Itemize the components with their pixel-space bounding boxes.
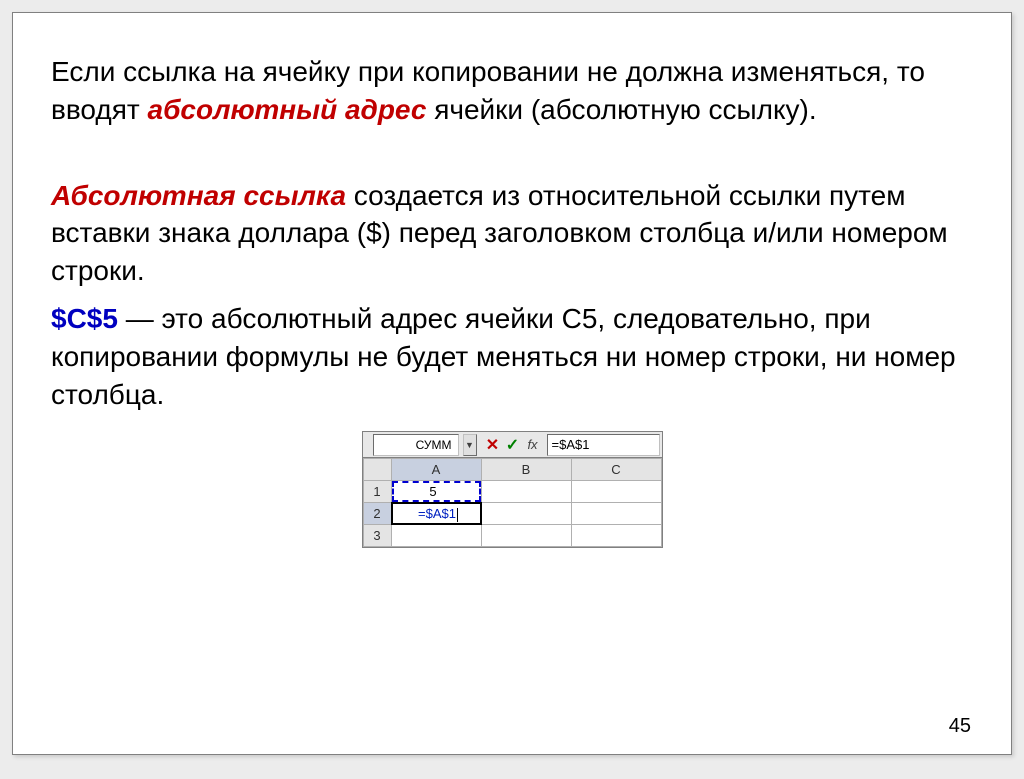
cell-c1[interactable] <box>571 481 661 503</box>
col-header-b[interactable]: B <box>481 459 571 481</box>
cell-c2[interactable] <box>571 503 661 525</box>
fx-icon[interactable]: fx <box>523 437 543 452</box>
page-number: 45 <box>949 715 971 738</box>
p2-term: Абсолютная ссылка <box>51 180 346 211</box>
cell-b2[interactable] <box>481 503 571 525</box>
row-header-3[interactable]: 3 <box>363 525 391 547</box>
spreadsheet-grid: A B C 1 5 2 =$A$1 <box>363 458 662 547</box>
formula-input[interactable]: =$A$1 <box>547 434 660 456</box>
p1-term: абсолютный адрес <box>148 94 427 125</box>
text-cursor <box>457 508 458 522</box>
name-box[interactable]: СУММ <box>373 434 459 456</box>
cell-b1[interactable] <box>481 481 571 503</box>
namebox-dropdown-icon[interactable]: ▼ <box>463 434 477 456</box>
col-header-a[interactable]: A <box>391 459 481 481</box>
formula-bar: СУММ ▼ ✕ ✓ fx =$A$1 <box>363 432 662 458</box>
cell-b3[interactable] <box>481 525 571 547</box>
cell-a2[interactable]: =$A$1 <box>391 503 481 525</box>
row-header-1[interactable]: 1 <box>363 481 391 503</box>
cell-a3[interactable] <box>391 525 481 547</box>
cell-c3[interactable] <box>571 525 661 547</box>
enter-icon[interactable]: ✓ <box>503 435 523 455</box>
p3-ref: $C$5 <box>51 303 118 334</box>
p1-text-b: ячейки (абсолютную ссылку). <box>426 94 816 125</box>
paragraph-3: $C$5 — это абсолютный адрес ячейки C5, с… <box>51 300 973 413</box>
row-header-2[interactable]: 2 <box>363 503 391 525</box>
cell-a1[interactable]: 5 <box>391 481 481 503</box>
col-header-c[interactable]: C <box>571 459 661 481</box>
paragraph-2: Абсолютная ссылка создается из относител… <box>51 177 973 290</box>
paragraph-1: Если ссылка на ячейку при копировании не… <box>51 53 973 129</box>
corner-cell[interactable] <box>363 459 391 481</box>
cell-a2-value: =$A$1 <box>418 506 456 521</box>
excel-figure: СУММ ▼ ✕ ✓ fx =$A$1 A B C 1 5 <box>51 431 973 548</box>
cancel-icon[interactable]: ✕ <box>483 435 503 455</box>
excel-window: СУММ ▼ ✕ ✓ fx =$A$1 A B C 1 5 <box>362 431 663 548</box>
cell-a1-value: 5 <box>429 484 436 499</box>
slide: Если ссылка на ячейку при копировании не… <box>12 12 1012 755</box>
p3-text: — это абсолютный адрес ячейки C5, следов… <box>51 303 956 410</box>
